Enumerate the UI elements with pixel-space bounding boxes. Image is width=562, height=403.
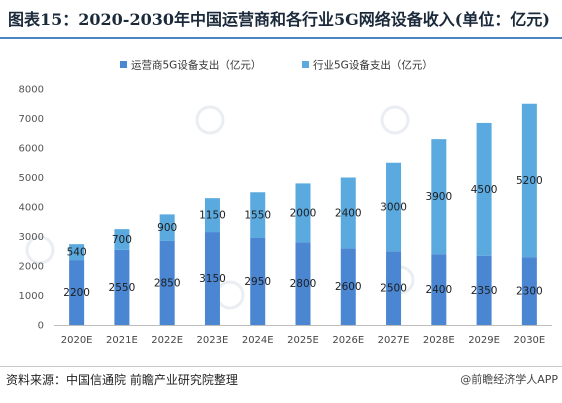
data-label-operator-2024E: 2950: [244, 276, 271, 288]
source-note: 资料来源：中国信通院 前瞻产业研究院整理: [6, 373, 238, 387]
bar-industry-2023E: [204, 198, 220, 233]
brand-credit: @前瞻经济学人APP: [460, 373, 558, 386]
bar-industry-2027E: [386, 162, 402, 252]
stacked-bar-chart: 运营商5G设备支出（亿元） 行业5G设备支出（亿元） 0 1000 2000 3000 4…: [19, 59, 552, 346]
x-tick-label: 2022E: [151, 335, 183, 346]
bar-operator-2025E: [295, 242, 311, 325]
x-tick-label: 2023E: [197, 335, 229, 346]
x-tick-label: 2027E: [378, 335, 410, 346]
x-tick-label: 2021E: [106, 335, 138, 346]
data-label-operator-2027E: 2500: [380, 283, 407, 295]
watermark-logo-icon: [195, 105, 225, 135]
bar-industry-2025E: [295, 183, 311, 243]
bar-operator-2024E: [250, 237, 266, 325]
bar-operator-2021E: [114, 249, 130, 325]
x-tick-label: 2020E: [61, 335, 93, 346]
data-label-industry-2024E: 1550: [244, 210, 271, 222]
bar-industry-2022E: [159, 214, 175, 241]
y-tick-label: 5000: [19, 173, 44, 184]
data-label-operator-2023E: 3150: [199, 273, 226, 285]
y-tick-label: 0: [38, 321, 44, 332]
bar-operator-2022E: [159, 240, 175, 325]
bar-operator-2027E: [386, 251, 402, 325]
watermark-logo-icon: [215, 280, 245, 310]
data-label-industry-2022E: 900: [157, 222, 177, 234]
data-label-industry-2029E: 4500: [471, 184, 498, 196]
x-axis: 2020E 2021E 2022E 2023E 2024E 2025E 2026E 2027E…: [54, 325, 552, 346]
legend-label-0: 运营商5G设备支出（亿元）: [131, 59, 261, 72]
bar-industry-2020E: [69, 244, 85, 261]
legend-label-1: 行业5G设备支出（亿元）: [313, 59, 433, 72]
data-label-operator-2020E: 2200: [63, 287, 90, 299]
bar-operator-2029E: [476, 255, 492, 325]
y-tick-label: 3000: [19, 232, 44, 243]
bar-industry-2029E: [476, 122, 492, 256]
bar-industry-2026E: [340, 177, 356, 249]
bar-industry-2028E: [431, 139, 447, 255]
data-label-operator-2022E: 2850: [154, 277, 181, 289]
bar-operator-2020E: [69, 260, 85, 325]
bars-layer: 2200 540 2550 700 2850 900 3150 1150 2950 1550 280…: [63, 103, 543, 325]
chart-title: 图表15：2020-2030年中国运营商和各行业5G网络设备收入(单位：亿元): [8, 10, 550, 29]
x-tick-label: 2028E: [423, 335, 455, 346]
data-label-industry-2021E: 700: [112, 234, 132, 246]
y-tick-label: 4000: [19, 203, 44, 214]
data-label-industry-2025E: 2000: [290, 207, 317, 219]
x-tick-label: 2029E: [468, 335, 500, 346]
data-label-industry-2027E: 3000: [380, 202, 407, 214]
data-label-industry-2028E: 3900: [425, 191, 452, 203]
bar-industry-2021E: [114, 229, 130, 250]
x-tick-label: 2024E: [242, 335, 274, 346]
legend-swatch-1: [302, 61, 309, 68]
y-tick-label: 6000: [19, 144, 44, 155]
data-label-industry-2020E: 540: [67, 247, 87, 259]
data-label-industry-2023E: 1150: [199, 210, 226, 222]
data-label-operator-2029E: 2350: [471, 285, 498, 297]
watermark-logo-icon: [380, 105, 410, 135]
data-label-operator-2026E: 2600: [335, 281, 362, 293]
y-tick-label: 8000: [19, 85, 44, 96]
title-divider: [0, 37, 562, 39]
y-tick-label: 2000: [19, 262, 44, 273]
data-label-industry-2026E: 2400: [335, 207, 362, 219]
x-tick-label: 2026E: [332, 335, 364, 346]
footer-divider: [0, 366, 562, 367]
x-tick-label: 2030E: [513, 335, 545, 346]
data-label-operator-2021E: 2550: [109, 282, 136, 294]
legend-swatch-0: [120, 61, 127, 68]
y-tick-label: 7000: [19, 114, 44, 125]
legend: 运营商5G设备支出（亿元） 行业5G设备支出（亿元）: [120, 59, 433, 72]
bar-operator-2028E: [431, 254, 447, 325]
x-tick-label: 2025E: [287, 335, 319, 346]
y-axis: 0 1000 2000 3000 4000 5000 6000 7000 8000: [19, 85, 44, 332]
bar-industry-2024E: [250, 192, 266, 238]
data-label-operator-2030E: 2300: [516, 286, 543, 298]
watermark-logo-icon: [25, 235, 55, 265]
bar-operator-2030E: [521, 257, 537, 325]
y-tick-label: 1000: [19, 291, 44, 302]
data-label-operator-2028E: 2400: [425, 284, 452, 296]
data-label-operator-2025E: 2800: [290, 278, 317, 290]
bar-operator-2026E: [340, 248, 356, 325]
bar-industry-2030E: [521, 103, 537, 258]
bar-operator-2023E: [204, 232, 220, 325]
data-label-industry-2030E: 5200: [516, 175, 543, 187]
